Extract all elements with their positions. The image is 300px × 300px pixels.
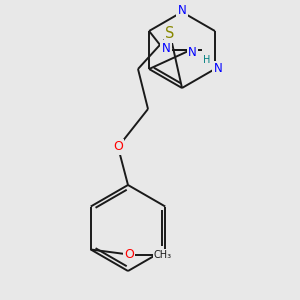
Text: H: H bbox=[203, 55, 210, 65]
Text: N: N bbox=[188, 46, 197, 59]
Text: CH₃: CH₃ bbox=[154, 250, 172, 260]
Text: N: N bbox=[178, 4, 186, 16]
Text: N: N bbox=[214, 62, 222, 76]
Text: O: O bbox=[113, 140, 123, 154]
Text: O: O bbox=[124, 248, 134, 261]
Text: N: N bbox=[162, 41, 170, 55]
Text: S: S bbox=[165, 26, 175, 41]
